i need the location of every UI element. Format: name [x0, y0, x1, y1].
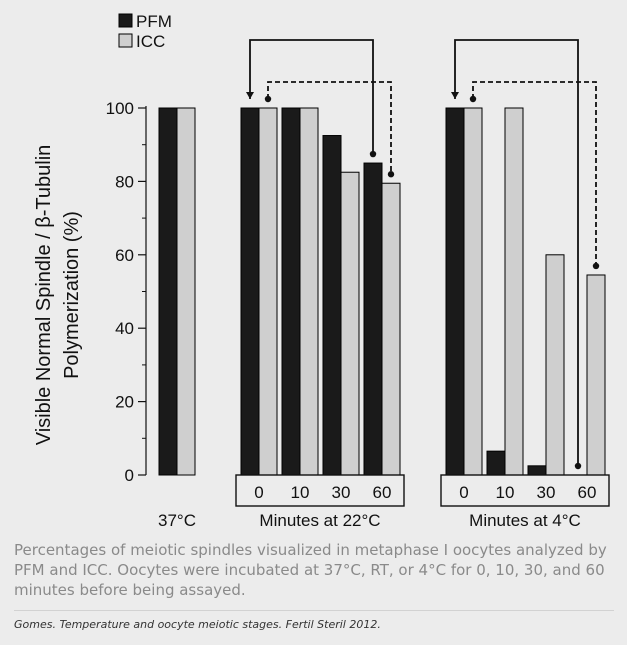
bar-icc: [545, 254, 565, 476]
x-group-label: Minutes at 22°C: [259, 511, 380, 530]
citation: Gomes. Temperature and oocyte meiotic st…: [14, 618, 381, 631]
x-tick-label: 30: [332, 483, 351, 502]
bar-pfm: [445, 107, 465, 476]
bar-icc: [258, 107, 278, 476]
bar-icc: [463, 107, 483, 476]
x-tick-label: 30: [537, 483, 556, 502]
figure-caption: Percentages of meiotic spindles visualiz…: [14, 541, 607, 599]
bracket-end-dot: [369, 150, 377, 158]
comparison-brackets: [246, 39, 600, 470]
bar-pfm: [322, 135, 342, 476]
bar-pfm: [363, 162, 383, 476]
bracket-start-dot: [264, 95, 272, 103]
bar-icc: [176, 107, 196, 476]
bracket-end-dot: [387, 171, 395, 178]
y-tick-label: 100: [106, 99, 134, 118]
legend-swatch: [118, 13, 133, 28]
x-category-box: [235, 474, 405, 507]
x-group-label: 37°C: [158, 511, 196, 530]
bracket-start-dot: [469, 95, 477, 103]
bar-icc: [381, 182, 401, 476]
bar-pfm: [240, 107, 260, 476]
bracket-icc: [472, 81, 597, 266]
y-axis: 0 20 40 60 80 100: [106, 99, 147, 485]
legend-label: PFM: [136, 12, 172, 31]
x-tick-label: 10: [291, 483, 310, 502]
y-tick-label: 80: [115, 172, 134, 191]
x-tick-label: 0: [459, 483, 468, 502]
bars: [158, 107, 606, 476]
bar-icc: [504, 107, 524, 476]
bar-pfm: [527, 465, 547, 476]
legend-label: ICC: [136, 32, 165, 51]
bracket-icc: [267, 81, 392, 175]
bar-icc: [586, 274, 606, 476]
x-axis: 37°C 0 10 30 60 Minutes at 22°C 0 10 30 60 Minutes…: [158, 474, 610, 530]
y-axis-label-line1: Visible Normal Spindle / β-Tubulin: [33, 145, 55, 446]
bracket-pfm: [249, 39, 374, 155]
bar-icc: [299, 107, 319, 476]
bar-pfm: [158, 107, 178, 476]
y-tick-label: 0: [125, 466, 134, 485]
bar-pfm: [486, 450, 506, 476]
bracket-pfm: [454, 39, 579, 466]
x-category-box: [440, 474, 610, 507]
bracket-end-dot: [592, 262, 600, 270]
y-tick-label: 40: [115, 319, 134, 338]
bracket-end-dot: [574, 462, 582, 470]
x-tick-label: 0: [254, 483, 263, 502]
bracket-arrow: [451, 92, 459, 99]
divider: [14, 610, 614, 611]
x-tick-label: 60: [578, 483, 597, 502]
y-axis-label-line2: Polymerization (%): [61, 211, 83, 379]
y-tick-label: 20: [115, 393, 134, 412]
legend-swatch: [118, 33, 133, 48]
x-group-label: Minutes at 4°C: [469, 511, 581, 530]
x-tick-label: 60: [373, 483, 392, 502]
x-tick-label: 10: [496, 483, 515, 502]
bar-icc: [340, 171, 360, 476]
y-tick-label: 60: [115, 246, 134, 265]
bracket-arrow: [246, 92, 254, 99]
bar-pfm: [281, 107, 301, 476]
